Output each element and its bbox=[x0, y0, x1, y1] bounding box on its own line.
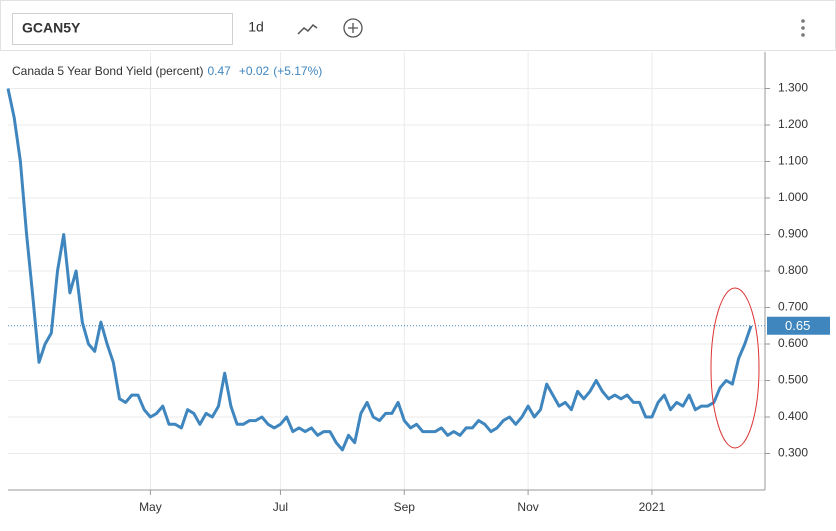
menu-icon[interactable] bbox=[801, 19, 805, 37]
series-title: Canada 5 Year Bond Yield (percent) bbox=[12, 64, 203, 78]
x-tick-label: Nov bbox=[517, 500, 538, 514]
x-tick-label: Sep bbox=[394, 500, 416, 514]
add-icon-plus bbox=[348, 23, 358, 33]
y-tick-label: 0.800 bbox=[778, 263, 808, 277]
y-tick-label: 0.400 bbox=[778, 409, 808, 423]
last-value-badge bbox=[767, 316, 830, 335]
y-tick-label: 0.300 bbox=[778, 446, 808, 460]
x-tick-label: May bbox=[139, 500, 162, 514]
change-percent: (+5.17%) bbox=[273, 64, 322, 78]
ticker-input[interactable] bbox=[12, 13, 233, 45]
y-tick-label: 0.500 bbox=[778, 373, 808, 387]
y-tick-label: 1.200 bbox=[778, 117, 808, 131]
add-icon[interactable] bbox=[343, 18, 363, 38]
y-tick-label: 0.900 bbox=[778, 227, 808, 241]
chart-type-icon[interactable] bbox=[297, 23, 318, 35]
y-tick-label: 1.100 bbox=[778, 154, 808, 168]
highlight-ellipse bbox=[710, 287, 760, 449]
plot-area: 0.300 0.400 0.500 0.600 0.700 0.800 0.900 1.000… bbox=[6, 52, 830, 514]
x-tick-label: Jul bbox=[273, 500, 288, 514]
change: +0.02 bbox=[239, 64, 270, 78]
x-tick-label: 2021 bbox=[639, 500, 666, 514]
y-tick-label: 0.700 bbox=[778, 300, 808, 314]
ticker: GCAN5Y bbox=[22, 20, 81, 36]
last-value-label: 0.65 bbox=[785, 318, 810, 333]
legend: Canada 5 Year Bond Yield (percent) 0.47 +0… bbox=[12, 64, 322, 78]
y-tick-label: 1.300 bbox=[778, 81, 808, 95]
last-value: 0.47 bbox=[207, 64, 231, 78]
y-tick-label: 1.000 bbox=[778, 190, 808, 204]
series-line bbox=[6, 88, 753, 452]
interval-button[interactable]: 1d bbox=[248, 19, 264, 35]
y-tick-label: 0.600 bbox=[778, 336, 808, 350]
